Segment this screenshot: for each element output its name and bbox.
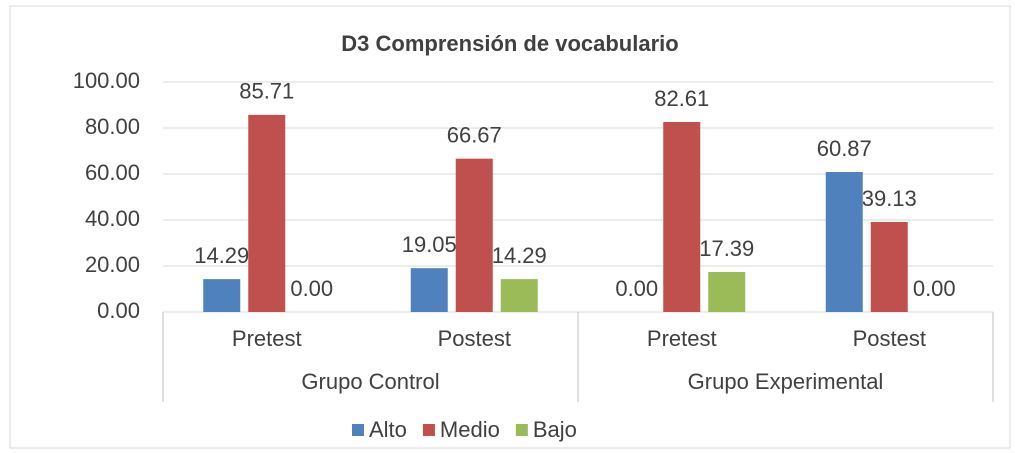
y-tick-label: 40.00: [85, 206, 140, 231]
data-label: 0.00: [615, 276, 658, 301]
bar: [870, 222, 908, 312]
data-label: 14.29: [194, 243, 249, 268]
y-tick-label: 0.00: [97, 298, 140, 323]
bar: [708, 272, 746, 312]
legend-label: Medio: [440, 417, 500, 442]
data-label: 82.61: [654, 86, 709, 111]
legend-swatch: [515, 424, 528, 436]
x-tick-label: Postest: [853, 326, 926, 351]
group-label: Grupo Control: [301, 369, 439, 394]
legend-swatch: [352, 424, 364, 436]
chart-title: D3 Comprensión de vocabulario: [341, 31, 678, 56]
data-label: 14.29: [492, 243, 547, 268]
data-label: 17.39: [699, 236, 754, 261]
x-tick-label: Postest: [438, 326, 511, 351]
group-label: Grupo Experimental: [688, 369, 884, 394]
y-tick-label: 80.00: [85, 114, 140, 139]
x-tick-label: Pretest: [647, 326, 717, 351]
bar: [663, 121, 701, 312]
data-label: 39.13: [862, 186, 917, 211]
legend-label: Alto: [369, 417, 407, 442]
x-tick-label: Pretest: [232, 326, 302, 351]
bar: [455, 158, 493, 312]
bar: [410, 268, 448, 312]
y-tick-label: 100.00: [73, 68, 140, 93]
legend-swatch: [422, 424, 435, 436]
data-label: 85.71: [239, 79, 294, 104]
y-tick-label: 60.00: [85, 160, 140, 185]
data-label: 66.67: [447, 122, 502, 147]
bar: [825, 171, 863, 312]
legend-label: Bajo: [533, 417, 577, 442]
bar: [203, 279, 241, 312]
data-label: 0.00: [290, 276, 333, 301]
y-tick-label: 20.00: [85, 252, 140, 277]
data-label: 0.00: [913, 276, 956, 301]
data-label: 19.05: [402, 232, 457, 257]
bar: [248, 114, 286, 312]
data-label: 60.87: [817, 136, 872, 161]
bar: [500, 279, 538, 312]
